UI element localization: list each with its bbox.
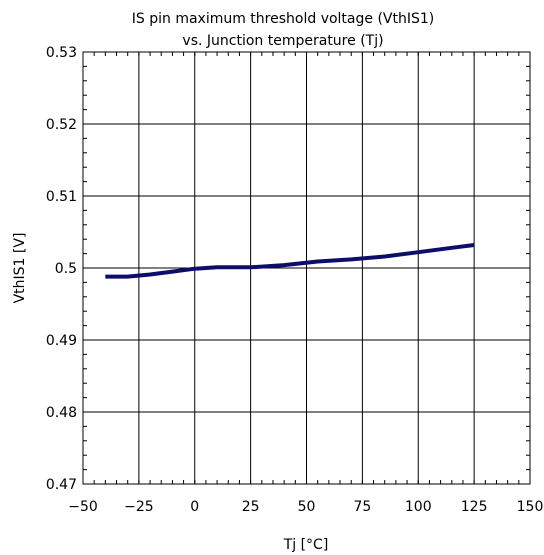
x-tick-label: 125 (461, 499, 488, 515)
y-tick-label: 0.47 (46, 477, 77, 493)
x-tick-label: 25 (242, 499, 260, 515)
chart-subtitle: vs. Junction temperature (Tj) (182, 33, 383, 49)
x-tick-label: 0 (190, 499, 199, 515)
x-tick-label: 75 (353, 499, 371, 515)
y-tick-label: 0.49 (46, 333, 77, 349)
x-tick-label: 100 (405, 499, 432, 515)
y-tick-label: 0.5 (55, 261, 77, 277)
x-axis-label: Tj [°C] (283, 537, 329, 553)
x-tick-label: 150 (517, 499, 544, 515)
y-tick-label: 0.48 (46, 405, 77, 421)
x-tick-label: −25 (124, 499, 154, 515)
x-tick-label: −50 (68, 499, 98, 515)
x-tick-label: 50 (298, 499, 316, 515)
chart-title: IS pin maximum threshold voltage (VthIS1… (132, 11, 434, 27)
y-tick-label: 0.53 (46, 45, 77, 61)
x-axis-tick-labels: −50 −25 0 25 50 75 100 125 150 (68, 499, 543, 515)
y-axis-label: VthIS1 [V] (12, 233, 28, 304)
y-tick-label: 0.51 (46, 189, 77, 205)
y-tick-label: 0.52 (46, 117, 77, 133)
